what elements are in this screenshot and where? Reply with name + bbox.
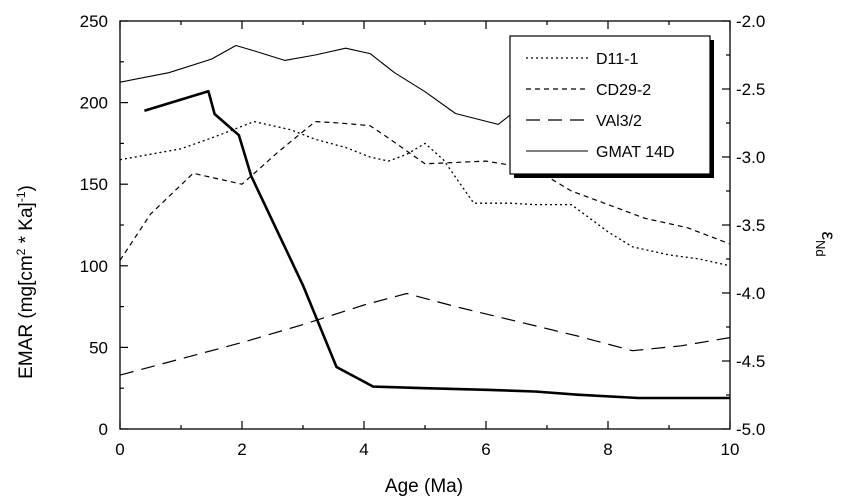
y2-tick-label: -2.0 (736, 12, 765, 31)
series-line-val3-2 (119, 292, 731, 376)
y2-tick-label: -3.5 (736, 216, 765, 235)
legend-label: GMAT 14D (596, 144, 675, 161)
x-axis-title: Age (Ma) (385, 476, 463, 497)
y2-tick-label: -4.5 (736, 352, 765, 371)
y2-tick-label: -5.0 (736, 420, 765, 439)
legend-label: CD29-2 (596, 82, 651, 99)
x-tick-label: 4 (359, 440, 368, 459)
series-line-cd29-2 (119, 120, 731, 261)
y-tick-label: 100 (80, 257, 108, 276)
legend-label: VAl3/2 (596, 113, 642, 130)
series-line-d11-1 (119, 120, 731, 267)
x-tick-label: 0 (115, 440, 124, 459)
y-axis-title: EMAR (mg[cm2 * Ka]-1) (14, 185, 37, 379)
x-tick-label: 10 (721, 440, 740, 459)
y-tick-label: 50 (89, 338, 108, 357)
svg-text:εNd: εNd (813, 231, 838, 256)
y-tick-label: 150 (80, 175, 108, 194)
x-tick-label: 6 (481, 440, 490, 459)
legend-label: D11-1 (596, 51, 638, 68)
y2-tick-label: -4.0 (736, 284, 765, 303)
legend: D11-1 CD29-2 VAl3/2 GMAT 14D (509, 35, 714, 178)
y-tick-label: 0 (99, 420, 108, 439)
y-tick-label: 200 (80, 94, 108, 113)
y-tick-label: 250 (80, 12, 108, 31)
y2-tick-label: -2.5 (736, 80, 765, 99)
y2-axis-title: εNd (813, 231, 838, 256)
axes: 0 2 4 6 8 10050100150200250-5.0-4.5-4.0-3.5-3… (80, 12, 766, 459)
x-tick-label: 8 (603, 440, 612, 459)
series-line-gmat-14d (119, 44, 523, 125)
series-line-unnamed-4 (144, 89, 730, 400)
y2-tick-label: -3.0 (736, 148, 765, 167)
x-tick-label: 2 (237, 440, 246, 459)
series-lines (119, 44, 731, 400)
